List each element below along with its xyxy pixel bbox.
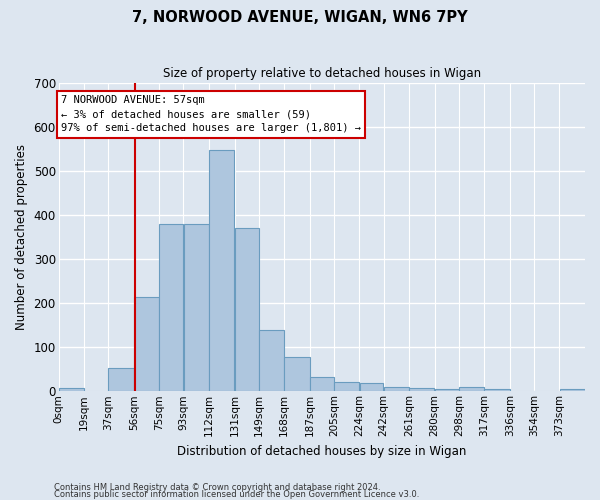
Text: 7, NORWOOD AVENUE, WIGAN, WN6 7PY: 7, NORWOOD AVENUE, WIGAN, WN6 7PY: [132, 10, 468, 25]
Bar: [259, 330, 284, 392]
Bar: [383, 387, 409, 392]
Text: Contains public sector information licensed under the Open Government Licence v3: Contains public sector information licen…: [54, 490, 419, 499]
Bar: [484, 389, 509, 392]
Bar: [134, 296, 159, 392]
Bar: [160, 224, 184, 392]
Bar: [310, 376, 334, 392]
Title: Size of property relative to detached houses in Wigan: Size of property relative to detached ho…: [163, 68, 481, 80]
Bar: [109, 368, 134, 392]
Bar: [284, 358, 310, 392]
Bar: [235, 228, 259, 392]
Bar: [560, 389, 585, 392]
Bar: [409, 388, 434, 392]
Bar: [435, 389, 458, 392]
X-axis label: Distribution of detached houses by size in Wigan: Distribution of detached houses by size …: [177, 444, 466, 458]
Bar: [459, 387, 484, 392]
Text: Contains HM Land Registry data © Crown copyright and database right 2024.: Contains HM Land Registry data © Crown c…: [54, 484, 380, 492]
Bar: [334, 382, 359, 392]
Bar: [59, 388, 84, 392]
Bar: [359, 384, 383, 392]
Y-axis label: Number of detached properties: Number of detached properties: [15, 144, 28, 330]
Bar: [184, 224, 209, 392]
Text: 7 NORWOOD AVENUE: 57sqm
← 3% of detached houses are smaller (59)
97% of semi-det: 7 NORWOOD AVENUE: 57sqm ← 3% of detached…: [61, 96, 361, 134]
Bar: [209, 150, 235, 392]
